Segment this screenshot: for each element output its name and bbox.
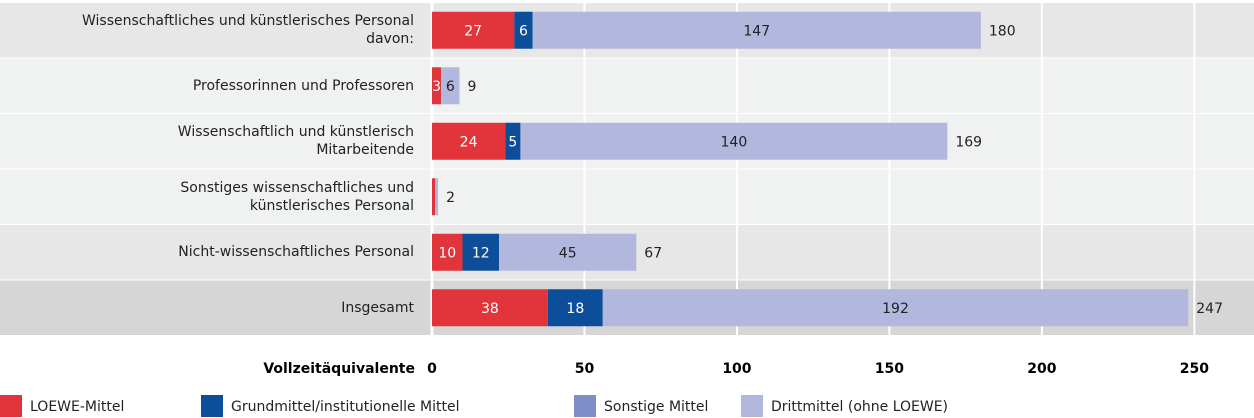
- legend-swatch: [741, 395, 763, 417]
- legend-swatch: [201, 395, 223, 417]
- value-label: 192: [882, 301, 909, 317]
- value-label: 38: [481, 301, 499, 317]
- bar-segment: [514, 11, 533, 49]
- x-tick-label: 200: [1027, 361, 1056, 377]
- category-label: Nicht-wissenschaftliches Personal: [178, 244, 414, 261]
- total-label: 247: [1196, 301, 1223, 317]
- value-label: 6: [446, 79, 455, 95]
- bar-segment: [499, 233, 637, 271]
- bar-segment: [432, 11, 515, 49]
- total-label: 67: [644, 245, 662, 261]
- value-label: 24: [460, 134, 478, 150]
- row-band: [0, 58, 1254, 113]
- value-label: 12: [472, 245, 490, 261]
- value-label: 3: [432, 79, 441, 95]
- value-label: 147: [743, 23, 770, 39]
- total-label: 169: [955, 134, 982, 150]
- bar-segment: [462, 233, 500, 271]
- total-label: 180: [989, 23, 1016, 39]
- x-tick-label: 250: [1180, 361, 1209, 377]
- bar-segment: [432, 178, 436, 216]
- bar-segment: [432, 233, 463, 271]
- value-label: 10: [438, 245, 456, 261]
- bar-segment: [547, 289, 603, 327]
- category-label: Insgesamt: [341, 299, 414, 316]
- category-label: Sonstiges wissenschaftliches und künstle…: [180, 179, 414, 214]
- bar-segment: [432, 289, 548, 327]
- legend-label: Sonstige Mittel: [604, 399, 708, 415]
- value-label: 5: [508, 134, 517, 150]
- value-label: 140: [721, 134, 748, 150]
- x-axis-label: Vollzeitäquivalente: [263, 361, 415, 377]
- legend-swatch: [574, 395, 596, 417]
- bar-segment: [432, 122, 506, 160]
- bar-segment: [532, 11, 981, 49]
- total-label: 9: [467, 79, 476, 95]
- value-label: 45: [559, 245, 577, 261]
- bar-segment: [432, 67, 442, 105]
- value-label: 18: [566, 301, 584, 317]
- legend-swatch: [0, 395, 22, 417]
- bar-segment: [505, 122, 521, 160]
- legend-label: Grundmittel/institutionelle Mittel: [231, 399, 459, 415]
- category-label: Wissenschaftliches und künstlerisches Pe…: [82, 13, 414, 48]
- x-tick-label: 50: [575, 361, 595, 377]
- x-tick-label: 100: [722, 361, 751, 377]
- legend-label: LOEWE-Mittel: [30, 399, 124, 415]
- bar-segment: [441, 67, 460, 105]
- bar-segment: [520, 122, 948, 160]
- total-label: 2: [446, 190, 455, 206]
- x-tick-label: 150: [875, 361, 904, 377]
- x-tick-label: 0: [427, 361, 437, 377]
- value-label: 27: [464, 23, 482, 39]
- category-label: Wissenschaftlich und künstlerisch Mitarb…: [177, 124, 414, 159]
- bar-segment: [602, 289, 1189, 327]
- category-label: Professorinnen und Professoren: [192, 77, 414, 94]
- bar-segment: [435, 178, 439, 216]
- value-label: 6: [519, 23, 528, 39]
- row-band: [0, 169, 1254, 224]
- legend-label: Drittmittel (ohne LOEWE): [771, 399, 948, 415]
